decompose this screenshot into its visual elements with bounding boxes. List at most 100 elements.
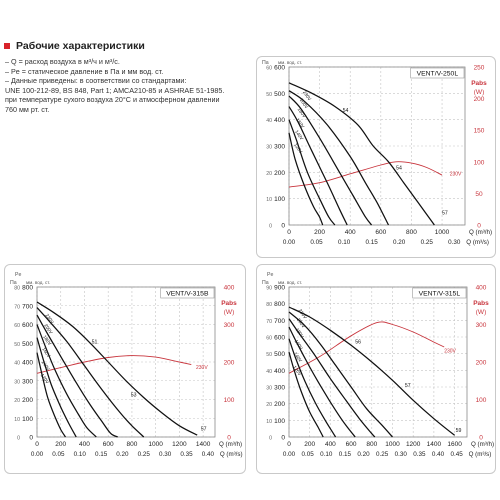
section-title: Рабочие характеристики bbox=[16, 40, 145, 52]
voltage-label: 140V bbox=[40, 360, 51, 372]
noise-level-label: 59 bbox=[456, 428, 462, 434]
chart-vent-v-315l: 0100200300400500600700800900010203040506… bbox=[262, 272, 494, 458]
x-tick-label: 1400 bbox=[427, 441, 442, 448]
mm-tick-label: 0 bbox=[269, 436, 272, 442]
pabs-tick-label: 400 bbox=[476, 285, 487, 292]
x-tick-label: 800 bbox=[406, 229, 417, 236]
x-tick-label: 1200 bbox=[172, 441, 187, 448]
x-tick-label: 400 bbox=[325, 441, 336, 448]
x2-tick-label: 0.40 bbox=[432, 451, 445, 458]
voltage-label: 200V bbox=[43, 323, 54, 335]
mm-tick-label: 10 bbox=[266, 197, 272, 203]
fan-curve bbox=[36, 307, 145, 438]
x2-tick-label: 0.25 bbox=[138, 451, 151, 458]
mm-tick-label: 40 bbox=[266, 118, 272, 124]
x2-tick-label: 0.05 bbox=[301, 451, 314, 458]
power-curve-label: 230V bbox=[196, 365, 208, 371]
x2-tick-label: 0.15 bbox=[339, 451, 352, 458]
x-tick-label: 1000 bbox=[385, 441, 400, 448]
x2-axis-label: Q (m³/s) bbox=[466, 239, 489, 246]
pa-tick-label: 700 bbox=[274, 318, 285, 325]
x-tick-label: 400 bbox=[79, 441, 90, 448]
pabs-tick-label: 200 bbox=[474, 96, 485, 103]
voltage-label: 180V bbox=[295, 327, 306, 339]
voltage-label: 180V bbox=[297, 107, 308, 119]
pabs-tick-label: 0 bbox=[477, 223, 481, 230]
power-curve-label: 230V bbox=[444, 349, 456, 355]
x2-tick-label: 0.20 bbox=[116, 451, 129, 458]
chart-title: VENT/V-315B bbox=[166, 291, 209, 298]
note-line: – Q = расход воздуха в м³/ч и м³/с. bbox=[5, 57, 120, 66]
pa-tick-label: 600 bbox=[22, 322, 33, 329]
x-tick-label: 800 bbox=[127, 441, 138, 448]
mm-tick-label: 20 bbox=[266, 171, 272, 177]
pa-axis-label: Па bbox=[10, 280, 17, 286]
x-tick-label: 200 bbox=[304, 441, 315, 448]
fan-curve bbox=[36, 314, 118, 438]
x-tick-label: 0 bbox=[287, 441, 291, 448]
pa-tick-label: 0 bbox=[29, 435, 33, 442]
mm-tick-label: 60 bbox=[266, 336, 272, 342]
x-tick-label: 600 bbox=[375, 229, 386, 236]
pabs-tick-label: 200 bbox=[476, 360, 487, 367]
mm-tick-label: 10 bbox=[14, 417, 20, 423]
voltage-label: 200V bbox=[296, 317, 307, 329]
mm-tick-label: 0 bbox=[269, 224, 272, 230]
pa-tick-label: 400 bbox=[274, 368, 285, 375]
x-tick-label: 0 bbox=[35, 441, 39, 448]
pabs-tick-label: 300 bbox=[476, 322, 487, 329]
noise-level-label: 51 bbox=[92, 339, 98, 345]
chart-title-box bbox=[412, 287, 467, 299]
chart-panel-315l: 0 100 200 300 400 500 600 700 800 900 0 10 20 30 40 50 6… bbox=[256, 264, 496, 474]
voltage-label: 160V bbox=[294, 339, 305, 351]
pabs-unit-label: (W) bbox=[224, 309, 234, 316]
pabs-tick-label: 250 bbox=[474, 65, 485, 72]
pa-tick-label: 200 bbox=[22, 397, 33, 404]
fan-curve bbox=[288, 95, 373, 226]
mm-tick-label: 70 bbox=[266, 319, 272, 325]
pa-tick-label: 800 bbox=[274, 301, 285, 308]
voltage-label: 160V bbox=[41, 347, 52, 359]
pabs-unit-label: (W) bbox=[476, 309, 486, 316]
pa-tick-label: 300 bbox=[274, 144, 285, 151]
x2-tick-label: 0.35 bbox=[413, 451, 426, 458]
x2-tick-label: 0.15 bbox=[95, 451, 108, 458]
x2-tick-label: 0.20 bbox=[393, 239, 406, 246]
mm-tick-label: 20 bbox=[14, 398, 20, 404]
pa-tick-label: 500 bbox=[22, 341, 33, 348]
pa-tick-label: 100 bbox=[274, 418, 285, 425]
x2-tick-label: 0.35 bbox=[180, 451, 193, 458]
pa-tick-label: 600 bbox=[274, 335, 285, 342]
x2-tick-label: 0.00 bbox=[283, 239, 296, 246]
voltage-label: 230V bbox=[302, 90, 313, 102]
x-axis-label: Q (m³/h) bbox=[471, 441, 494, 448]
x2-tick-label: 0.30 bbox=[159, 451, 172, 458]
x-axis-label: Q (m³/h) bbox=[219, 441, 242, 448]
pabs-tick-label: 100 bbox=[474, 159, 485, 166]
x-tick-label: 600 bbox=[346, 441, 357, 448]
pa-tick-label: 200 bbox=[274, 401, 285, 408]
x-axis-label: Q (m³/h) bbox=[469, 229, 492, 236]
mm-tick-label: 0 bbox=[17, 436, 20, 442]
noise-level-label: 57 bbox=[201, 426, 207, 432]
chart-vent-v-315b: 0100200300400500600700800010203040506070… bbox=[10, 272, 243, 458]
voltage-label: 200V bbox=[299, 98, 310, 110]
pabs-axis-label: Pabs bbox=[473, 300, 489, 307]
mm-tick-label: 80 bbox=[14, 286, 20, 292]
x-tick-label: 200 bbox=[55, 441, 66, 448]
x2-tick-label: 0.05 bbox=[52, 451, 65, 458]
mm-tick-label: 50 bbox=[266, 352, 272, 358]
voltage-label: 120V bbox=[292, 365, 303, 377]
x-tick-label: 0 bbox=[287, 229, 291, 236]
fan-curve bbox=[288, 306, 455, 436]
fan-curve bbox=[288, 326, 356, 438]
x2-tick-label: 0.00 bbox=[283, 451, 296, 458]
chart-title: VENT/V-315L bbox=[419, 291, 461, 298]
note-line: – Данные приведены: в соответствии со ст… bbox=[5, 76, 187, 86]
mm-tick-label: 30 bbox=[14, 379, 20, 385]
x2-tick-label: 0.30 bbox=[448, 239, 461, 246]
noise-level-label: 54 bbox=[343, 108, 349, 114]
plot-frame bbox=[288, 286, 468, 438]
mm-axis-label: мм. вод. ст. bbox=[26, 280, 50, 285]
pabs-tick-label: 100 bbox=[224, 397, 235, 404]
